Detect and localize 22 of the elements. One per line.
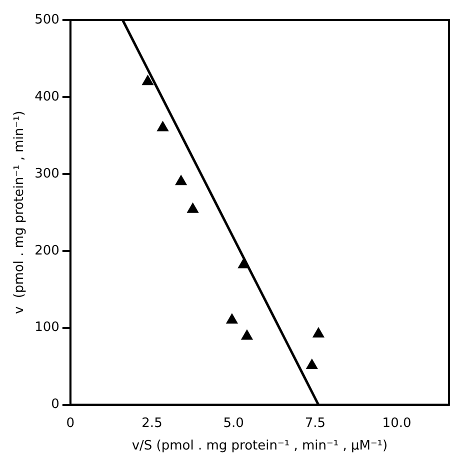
point [187, 202, 198, 213]
y-axis-title: v (pmol . mg protein⁻¹ , min⁻¹) [12, 110, 28, 314]
point [306, 359, 318, 370]
x-axis-title: v/S (pmol . mg protein⁻¹ , min⁻¹ , µM⁻¹) [132, 438, 388, 454]
point [238, 258, 250, 268]
y-tick-label: 100 [34, 320, 60, 336]
x-tick-label: 10.0 [382, 416, 412, 431]
y-tick-label: 300 [34, 166, 60, 182]
point [175, 175, 187, 186]
y-tick-label: 0 [51, 397, 60, 412]
point [241, 330, 253, 340]
point [157, 121, 168, 132]
x-tick-label: 2.5 [142, 416, 162, 431]
y-tick-label: 400 [34, 89, 60, 104]
x-tick-label: 5.0 [223, 416, 244, 431]
y-tick-label: 200 [34, 243, 60, 258]
x-tick-label: 7.5 [304, 416, 326, 431]
point [312, 327, 324, 338]
x-tick-label: 0 [66, 416, 75, 431]
point [142, 75, 154, 86]
point [226, 314, 238, 324]
y-tick-label: 500 [34, 12, 60, 28]
